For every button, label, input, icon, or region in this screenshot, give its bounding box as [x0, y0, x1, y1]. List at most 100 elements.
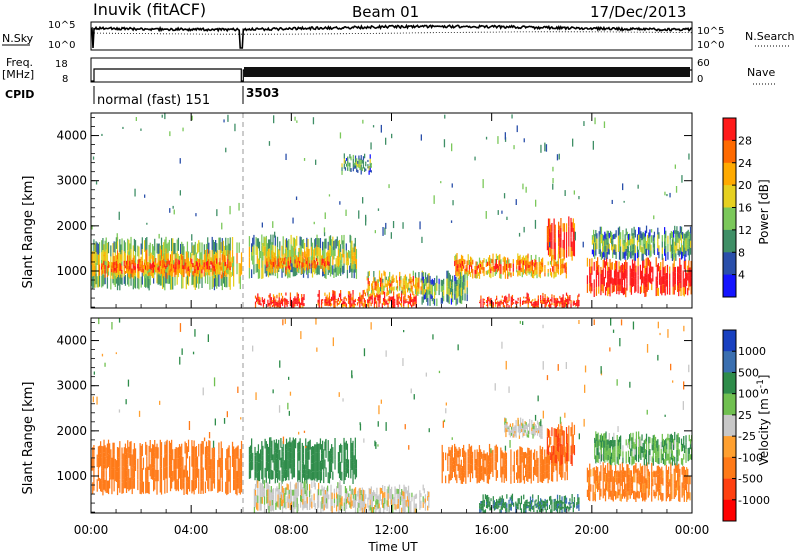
echo-cell	[516, 472, 518, 480]
echo-cell	[192, 457, 194, 469]
echo-cell	[271, 505, 274, 511]
echo-cell	[528, 268, 530, 272]
echo-cell	[353, 464, 355, 475]
echo-cell	[550, 509, 552, 513]
echo-cell	[93, 275, 95, 288]
echo-cell	[435, 282, 437, 289]
echo-cell	[368, 166, 370, 171]
echo-cell	[107, 480, 110, 495]
echo-cell	[553, 499, 555, 502]
echo-cell	[292, 237, 294, 248]
echo-cell	[613, 249, 615, 255]
echo-cell	[277, 494, 279, 501]
echo-cell	[200, 481, 202, 494]
echo-cell	[522, 255, 525, 261]
echo-cell	[236, 263, 238, 275]
sparse-echo	[515, 199, 517, 205]
echo-cell	[200, 468, 202, 482]
echo-cell	[516, 266, 518, 270]
echo-cell	[149, 262, 151, 266]
echo-cell	[314, 462, 316, 472]
echo-cell	[341, 263, 343, 273]
echo-cell	[542, 298, 544, 302]
echo-cell	[344, 507, 347, 513]
echo-cell	[98, 275, 101, 287]
echo-cell	[403, 306, 405, 308]
echo-cell	[682, 251, 684, 259]
echo-cell	[94, 254, 96, 266]
echo-cell	[420, 500, 422, 505]
echo-cell	[133, 238, 136, 252]
echo-cell	[501, 302, 503, 305]
echo-cell	[295, 300, 297, 303]
echo-cell	[488, 299, 490, 302]
echo-cell	[537, 302, 539, 306]
echo-cell	[391, 493, 393, 500]
echo-cell	[371, 507, 374, 513]
echo-cell	[625, 242, 627, 249]
echo-cell	[556, 473, 558, 482]
echo-cell	[643, 233, 645, 239]
echo-cell	[459, 295, 462, 304]
echo-cell	[544, 265, 546, 269]
echo-cell	[649, 229, 651, 237]
echo-cell	[388, 505, 390, 513]
echo-cell	[482, 266, 484, 270]
echo-cell	[323, 471, 325, 484]
echo-cell	[102, 483, 104, 496]
echo-cell	[563, 232, 565, 241]
echo-cell	[368, 286, 370, 292]
echo-cell	[535, 254, 537, 260]
echo-cell	[333, 503, 336, 508]
echo-cell	[357, 163, 359, 167]
echo-cell	[264, 246, 266, 256]
echo-cell	[166, 243, 168, 254]
echo-cell	[359, 292, 361, 297]
echo-cell	[236, 242, 238, 253]
echo-cell	[469, 261, 472, 267]
echo-cell	[634, 284, 636, 293]
echo-cell	[489, 271, 491, 278]
echo-cell	[531, 304, 533, 306]
echo-cell	[249, 461, 252, 471]
echo-cell	[595, 269, 598, 279]
echo-cell	[553, 297, 555, 301]
echo-cell	[154, 269, 156, 273]
echo-cell	[526, 474, 528, 481]
echo-cell	[455, 446, 457, 455]
echo-cell	[343, 460, 345, 473]
echo-cell	[171, 276, 173, 290]
echo-cell	[275, 264, 277, 269]
echo-cell	[154, 464, 156, 478]
echo-cell	[553, 502, 555, 505]
echo-cell	[132, 273, 134, 279]
echo-cell	[375, 500, 377, 507]
echo-cell	[115, 272, 117, 279]
echo-cell	[478, 273, 481, 279]
echo-cell	[494, 461, 496, 470]
echo-cell	[127, 452, 129, 465]
echo-cell	[549, 247, 551, 257]
echo-cell	[464, 285, 466, 294]
echo-cell	[549, 304, 551, 307]
echo-cell	[407, 287, 409, 293]
freq-unit: [MHz]	[2, 68, 34, 81]
echo-cell	[658, 272, 661, 279]
echo-cell	[612, 246, 614, 253]
echo-cell	[598, 272, 600, 280]
echo-cell	[632, 244, 634, 250]
echo-cell	[352, 462, 354, 474]
echo-cell	[219, 237, 221, 250]
echo-cell	[375, 493, 377, 501]
echo-cell	[282, 441, 284, 452]
echo-cell	[509, 507, 511, 511]
echo-cell	[347, 250, 350, 258]
echo-cell	[606, 237, 608, 245]
echo-cell	[368, 505, 370, 512]
echo-cell	[684, 247, 686, 255]
echo-cell	[505, 511, 507, 513]
echo-cell	[267, 482, 269, 490]
echo-cell	[684, 240, 686, 248]
echo-cell	[631, 235, 633, 244]
echo-cell	[347, 459, 350, 469]
